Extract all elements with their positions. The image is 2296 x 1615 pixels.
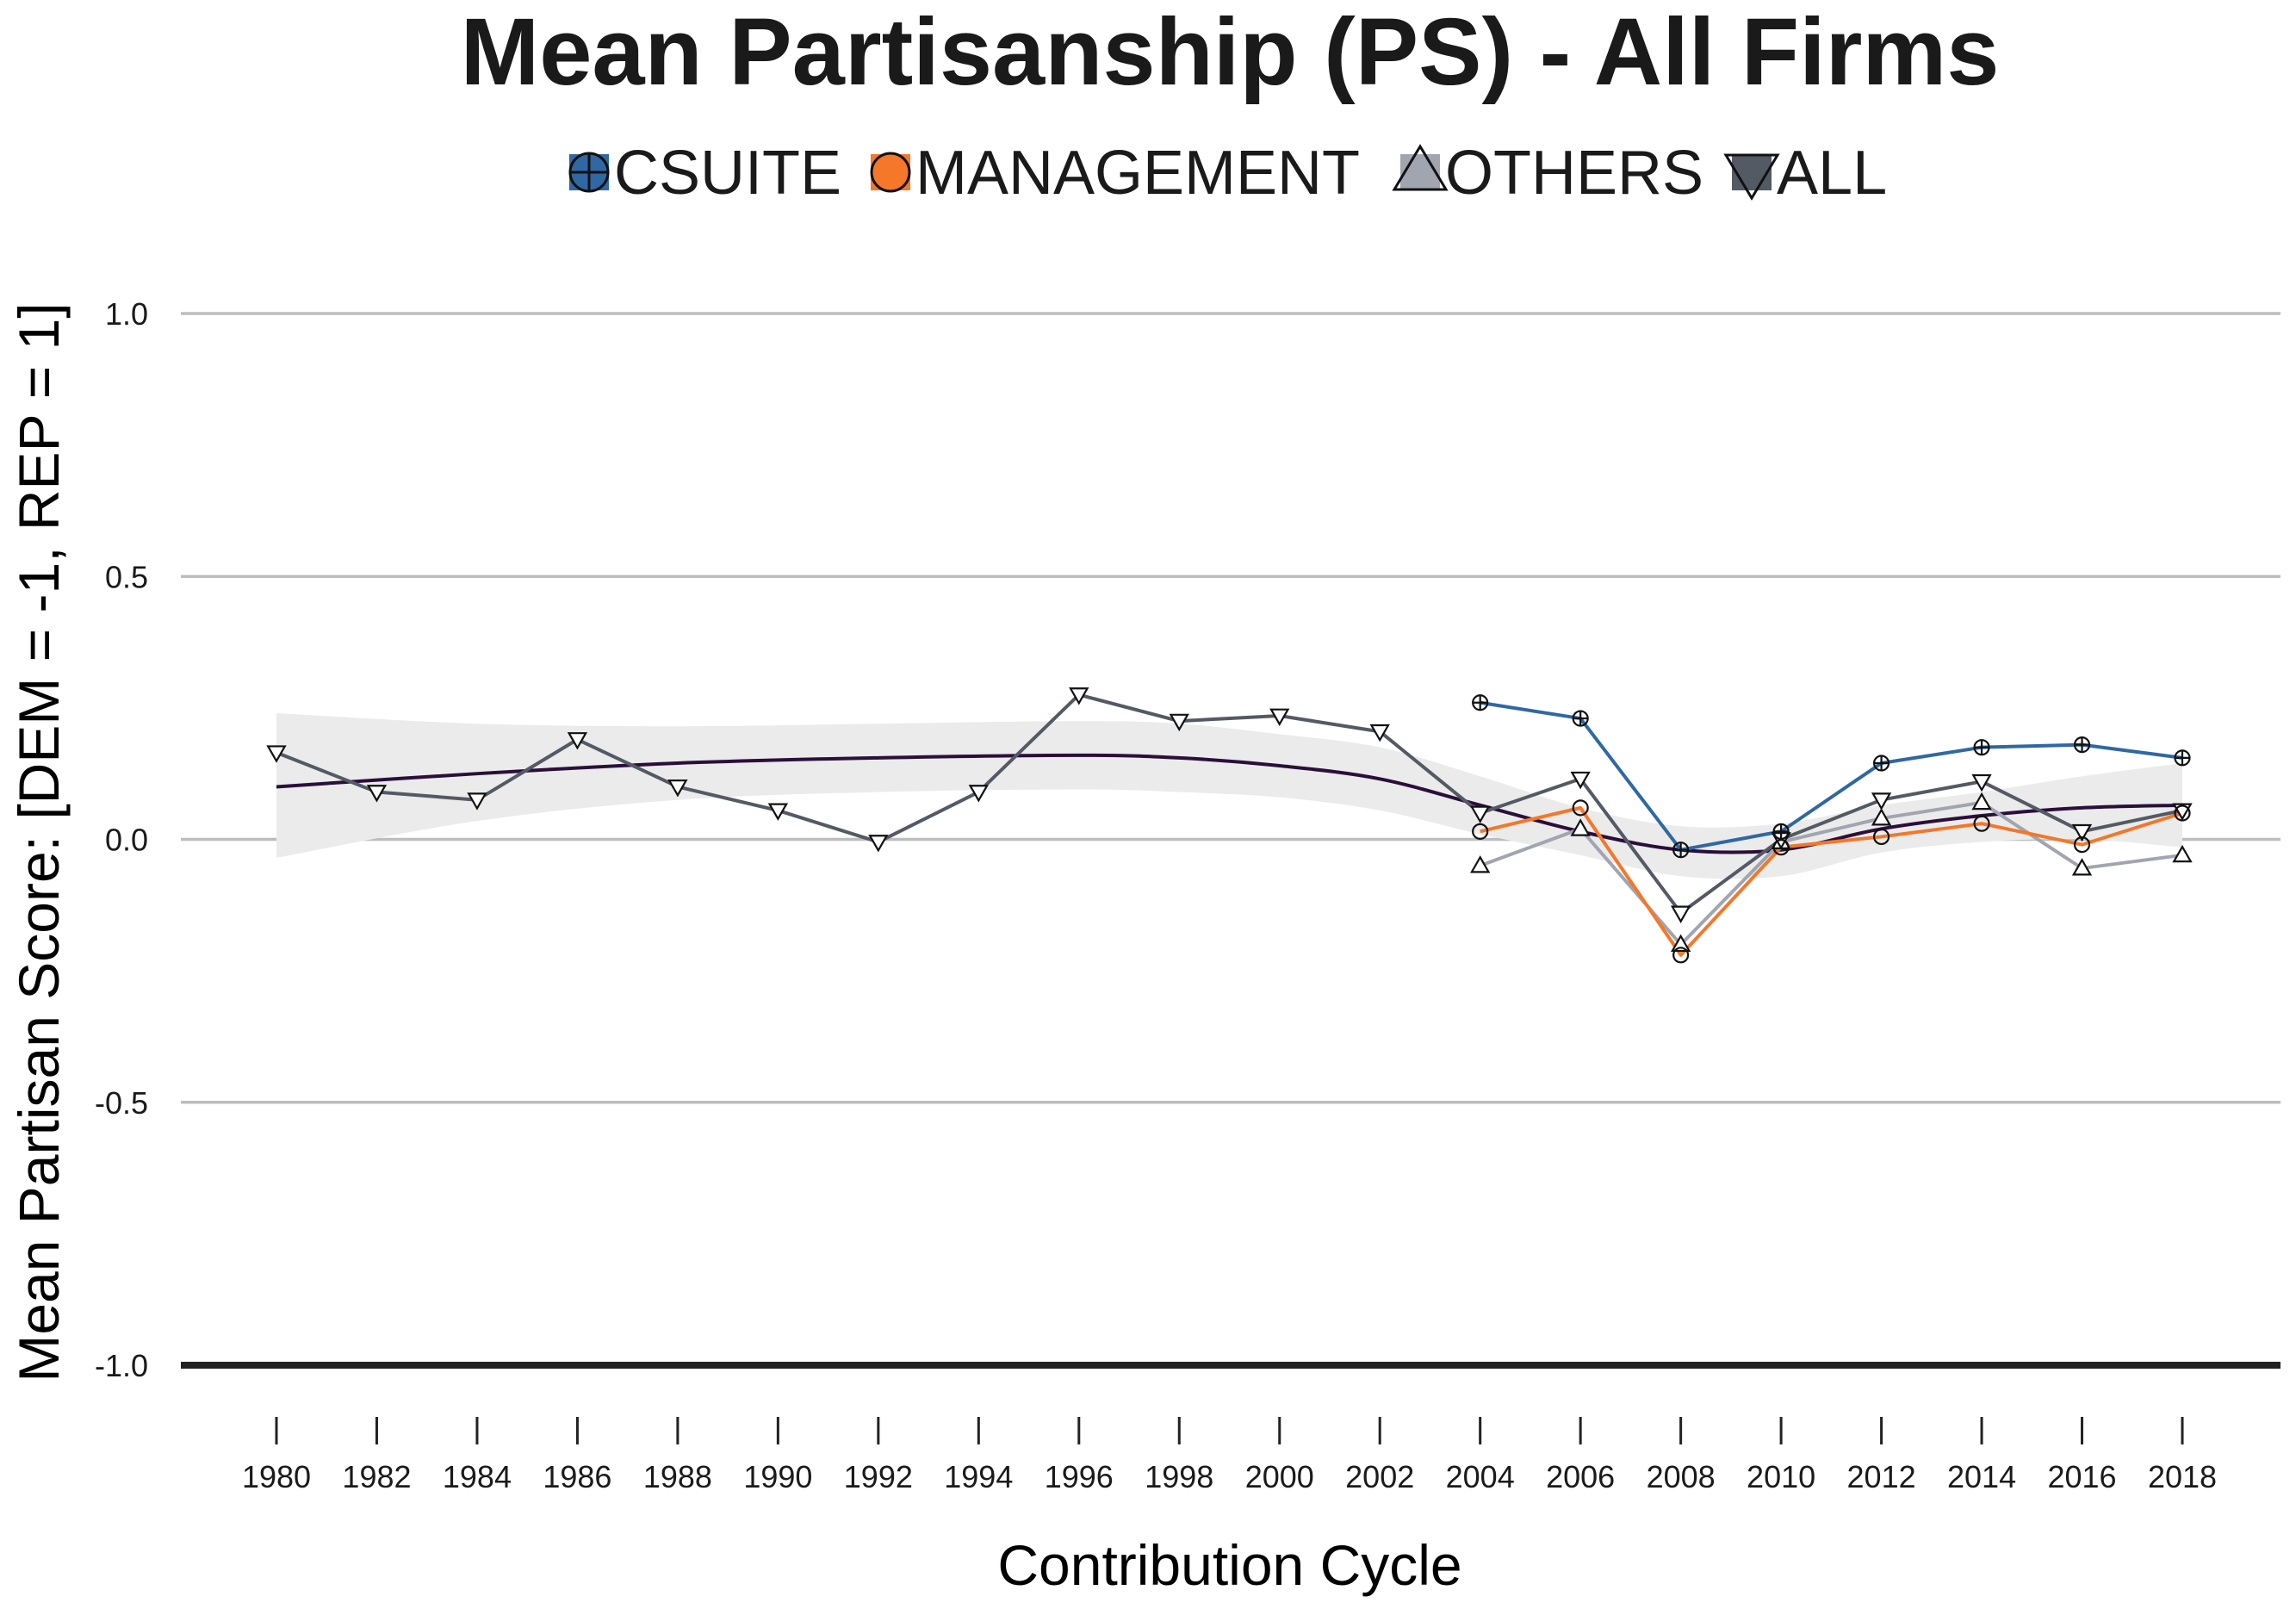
x-tick-label: 2004	[1446, 1459, 1515, 1494]
x-tick-label: 1980	[242, 1459, 311, 1494]
x-tick-label: 2002	[1345, 1459, 1414, 1494]
data-point-csuite	[1874, 755, 1889, 770]
x-tick-label: 2012	[1847, 1459, 1916, 1494]
x-tick-label: 1994	[944, 1459, 1013, 1494]
y-axis-label: Mean Partisan Score: [DEM = -1, REP = 1]	[7, 302, 71, 1382]
x-tick-label: 2006	[1546, 1459, 1615, 1494]
y-tick-label: -0.5	[95, 1085, 148, 1121]
x-tick-label: 1996	[1045, 1459, 1114, 1494]
data-point-csuite	[1975, 740, 1989, 755]
legend-item-management: MANAGEMENT	[871, 139, 1360, 208]
chart-title: Mean Partisanship (PS) - All Firms	[461, 0, 2000, 105]
legend-key-all	[1732, 154, 1772, 190]
y-tick-label: -1.0	[95, 1348, 148, 1383]
x-tick-label: 1986	[543, 1459, 611, 1494]
y-tick-label: 0.5	[105, 559, 148, 594]
data-point-csuite	[1473, 695, 1487, 710]
x-tick-label: 1984	[443, 1459, 512, 1494]
x-tick-label: 1990	[743, 1459, 812, 1494]
legend-label-management: MANAGEMENT	[915, 139, 1360, 208]
data-point-csuite	[1573, 711, 1588, 726]
y-tick-label: 0.0	[105, 823, 148, 858]
x-tick-label: 2014	[1947, 1459, 2016, 1494]
x-tick-label: 2018	[2148, 1459, 2217, 1494]
x-axis-label: Contribution Cycle	[997, 1533, 1461, 1597]
x-tick-label: 1982	[342, 1459, 411, 1494]
x-tick-label: 2010	[1747, 1459, 1815, 1494]
legend-label-others: OTHERS	[1445, 139, 1703, 208]
x-tick-label: 2000	[1245, 1459, 1314, 1494]
data-point-csuite	[1774, 824, 1789, 839]
data-point-csuite	[2175, 750, 2190, 765]
data-point-csuite	[1673, 842, 1688, 857]
x-tick-label: 1992	[844, 1459, 913, 1494]
x-tick-label: 1998	[1145, 1459, 1213, 1494]
legend: CSUITE MANAGEMENT OTHERS ALL	[569, 139, 1887, 208]
y-tick-label: 1.0	[105, 296, 148, 332]
legend-key-others	[1400, 154, 1440, 190]
legend-label-all: ALL	[1777, 139, 1887, 208]
data-point-csuite	[2075, 737, 2089, 752]
legend-label-csuite: CSUITE	[614, 139, 841, 208]
x-tick-label: 1988	[643, 1459, 712, 1494]
x-tick-label: 2016	[2047, 1459, 2116, 1494]
x-tick-label: 2008	[1647, 1459, 1716, 1494]
